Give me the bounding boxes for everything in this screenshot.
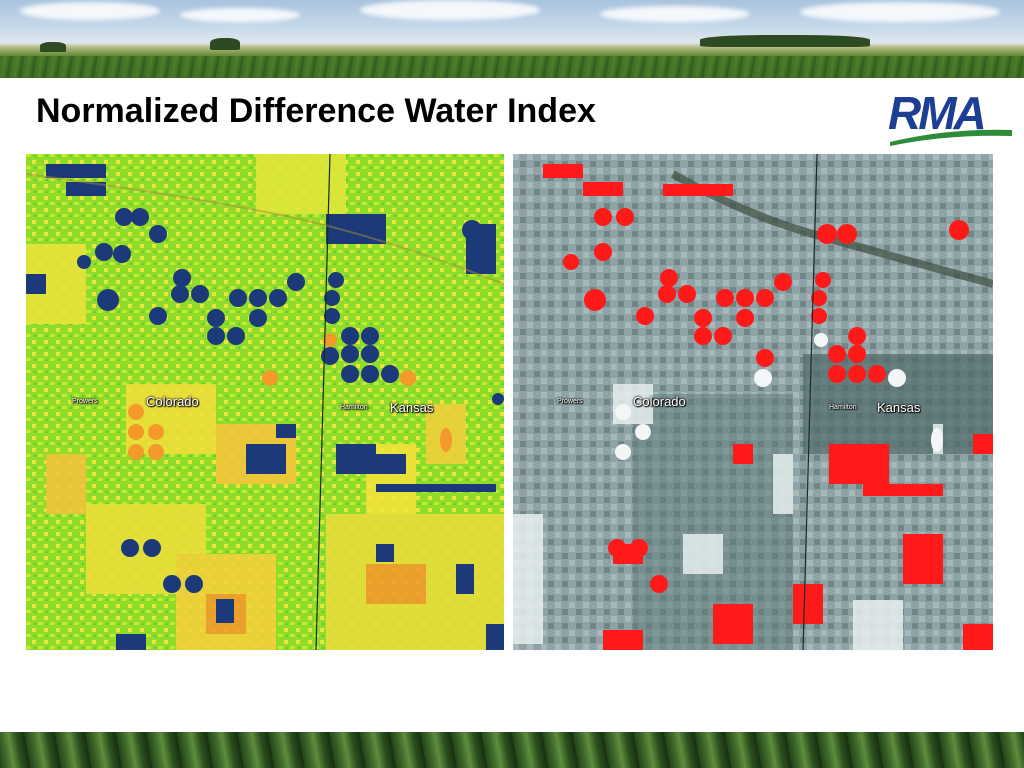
rma-logo-text: RMA (888, 87, 987, 139)
ndwi-label-kansas: Kansas (390, 400, 434, 415)
fc-label-kansas: Kansas (877, 400, 921, 415)
bottom-banner-photo (0, 732, 1024, 768)
logo-swoosh-icon (890, 129, 1012, 146)
ndwi-label-hamilton: Hamilton (340, 404, 368, 411)
top-banner-photo (0, 0, 1024, 78)
ndwi-label-prowers: Prowers (72, 398, 98, 405)
false-color-map-image (513, 154, 993, 650)
fc-label-hamilton: Hamilton (829, 404, 857, 411)
fc-label-colorado: Colorado (633, 394, 686, 409)
slide-title: Normalized Difference Water Index (36, 92, 596, 130)
fc-label-prowers: Prowers (557, 398, 583, 405)
ndwi-label-colorado: Colorado (146, 394, 199, 409)
ndwi-map-image (26, 154, 504, 650)
false-color-map: Colorado Kansas Prowers Hamilton (513, 154, 993, 650)
ndwi-map: Colorado Kansas Prowers Hamilton (26, 154, 504, 650)
rma-logo: RMA (888, 84, 1014, 146)
